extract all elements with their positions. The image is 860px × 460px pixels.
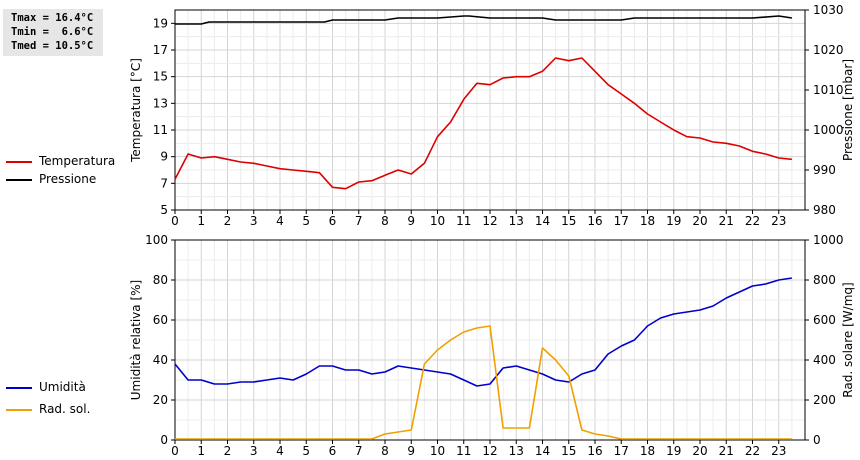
y-axis-label: Temperatura [°C]: [129, 58, 143, 163]
x-tick-label: 10: [430, 444, 445, 458]
legend-label-pressione: Pressione: [39, 172, 97, 186]
x-tick-label: 19: [666, 444, 681, 458]
y-tick-label: 17: [153, 43, 168, 57]
y-tick-label: 100: [145, 233, 168, 247]
x-tick-label: 11: [456, 444, 471, 458]
y-tick-label: 19: [153, 16, 168, 30]
y-tick-label: 20: [153, 393, 168, 407]
y-tick-label: 15: [153, 70, 168, 84]
y2-tick-label: 1010: [813, 83, 844, 97]
x-tick-label: 5: [302, 214, 310, 228]
x-tick-label: 12: [482, 444, 497, 458]
x-tick-label: 4: [276, 444, 284, 458]
x-tick-label: 19: [666, 214, 681, 228]
x-tick-label: 12: [482, 214, 497, 228]
x-tick-label: 3: [250, 214, 258, 228]
x-tick-label: 16: [587, 444, 602, 458]
x-tick-label: 22: [745, 214, 760, 228]
y2-tick-label: 800: [813, 273, 836, 287]
x-tick-label: 1: [197, 214, 205, 228]
x-tick-label: 23: [771, 444, 786, 458]
x-tick-label: 8: [381, 214, 389, 228]
x-tick-label: 0: [171, 214, 179, 228]
stat-tmax: Tmax = 16.4°C: [11, 12, 94, 24]
x-tick-label: 22: [745, 444, 760, 458]
y2-axis-label: Rad. solare [W/mq]: [841, 282, 855, 397]
stat-tmed: Tmed = 10.5°C: [11, 40, 94, 52]
y2-tick-label: 990: [813, 163, 836, 177]
x-tick-label: 2: [224, 444, 232, 458]
x-tick-label: 11: [456, 214, 471, 228]
legend-label-rad: Rad. sol.: [39, 402, 91, 416]
y2-tick-label: 0: [813, 433, 821, 447]
x-tick-label: 7: [355, 444, 363, 458]
y2-tick-label: 1000: [813, 233, 844, 247]
y-tick-label: 0: [160, 433, 168, 447]
x-tick-label: 17: [614, 444, 629, 458]
x-tick-label: 21: [719, 214, 734, 228]
x-tick-label: 20: [692, 214, 707, 228]
y-tick-label: 9: [160, 150, 168, 164]
series-line-temperatura: [174, 57, 792, 190]
x-tick-label: 4: [276, 214, 284, 228]
x-tick-label: 13: [509, 214, 524, 228]
y2-tick-label: 200: [813, 393, 836, 407]
x-tick-label: 20: [692, 444, 707, 458]
y2-tick-label: 1030: [813, 3, 844, 17]
y2-tick-label: 1020: [813, 43, 844, 57]
legend-label-umidita: Umidità: [39, 380, 86, 394]
y-tick-label: 80: [153, 273, 168, 287]
x-tick-label: 6: [329, 444, 337, 458]
x-tick-label: 9: [407, 214, 415, 228]
x-tick-label: 10: [430, 214, 445, 228]
series-line-pressione: [175, 15, 793, 25]
x-tick-label: 5: [302, 444, 310, 458]
x-tick-label: 9: [407, 444, 415, 458]
y-tick-label: 60: [153, 313, 168, 327]
y-tick-label: 5: [160, 203, 168, 217]
legend-swatch-temperatura: [6, 161, 32, 163]
x-tick-label: 18: [640, 444, 655, 458]
x-tick-label: 6: [329, 214, 337, 228]
x-tick-label: 7: [355, 214, 363, 228]
x-tick-label: 2: [224, 214, 232, 228]
y-axis-label: Umidità relativa [%]: [129, 280, 143, 400]
x-tick-label: 23: [771, 214, 786, 228]
y-tick-label: 13: [153, 96, 168, 110]
series-line-umidit: [174, 277, 793, 387]
y-tick-label: 7: [160, 176, 168, 190]
y2-axis-label: Pressione [mbar]: [841, 59, 855, 161]
y-tick-label: 40: [153, 353, 168, 367]
legend-swatch-umidita: [6, 387, 32, 389]
x-tick-label: 8: [381, 444, 389, 458]
legend-swatch-rad: [6, 409, 32, 411]
x-tick-label: 14: [535, 214, 550, 228]
x-tick-label: 15: [561, 444, 576, 458]
x-tick-label: 13: [509, 444, 524, 458]
y2-tick-label: 980: [813, 203, 836, 217]
x-tick-label: 18: [640, 214, 655, 228]
stat-tmin: Tmin = 6.6°C: [11, 26, 94, 38]
y2-tick-label: 600: [813, 313, 836, 327]
series-line-rad-sol: [175, 325, 792, 440]
x-tick-label: 16: [587, 214, 602, 228]
legend-swatch-pressione: [6, 179, 32, 181]
y2-tick-label: 1000: [813, 123, 844, 137]
y-tick-label: 11: [153, 123, 168, 137]
stats-box: Tmax = 16.4°C Tmin = 6.6°C Tmed = 10.5°C: [3, 9, 103, 56]
x-tick-label: 0: [171, 444, 179, 458]
legend-label-temperatura: Temperatura: [39, 154, 116, 168]
x-tick-label: 1: [197, 444, 205, 458]
x-tick-label: 14: [535, 444, 550, 458]
x-tick-label: 3: [250, 444, 258, 458]
y2-tick-label: 400: [813, 353, 836, 367]
x-tick-label: 21: [719, 444, 734, 458]
x-tick-label: 17: [614, 214, 629, 228]
x-tick-label: 15: [561, 214, 576, 228]
